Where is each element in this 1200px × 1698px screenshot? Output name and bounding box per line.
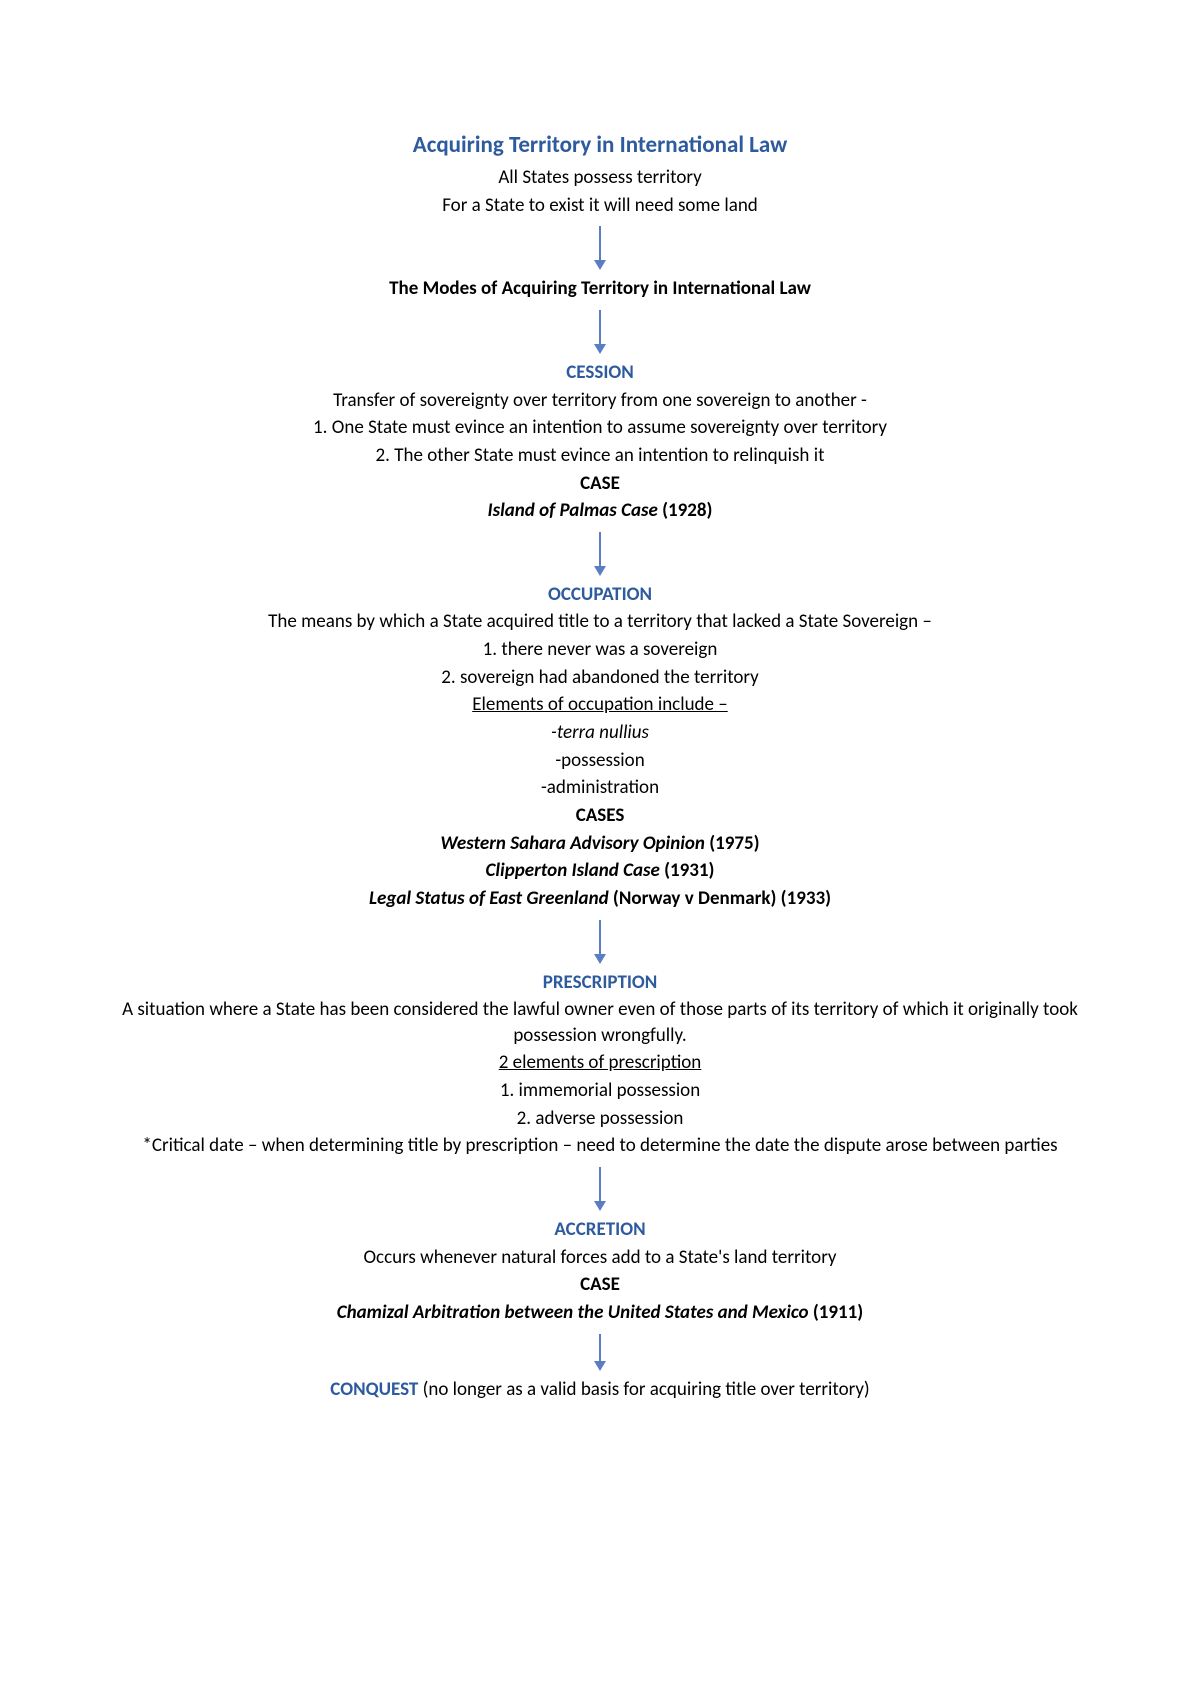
arrow-icon xyxy=(110,310,1090,352)
accretion-case-name: Chamizal Arbitration between the United … xyxy=(337,1301,809,1324)
conquest-note: (no longer as a valid basis for acquirin… xyxy=(418,1378,869,1401)
accretion-case-label: CASE xyxy=(110,1272,1090,1298)
occupation-case3: Legal Status of East Greenland (Norway v… xyxy=(110,886,1090,912)
occupation-elements-heading: Elements of occupation include – xyxy=(110,692,1090,718)
occupation-item1: 1. there never was a sovereign xyxy=(110,637,1090,663)
arrow-icon xyxy=(110,226,1090,268)
intro-line2: For a State to exist it will need some l… xyxy=(110,193,1090,219)
occupation-case1-name: Western Sahara Advisory Opinion xyxy=(440,832,705,855)
prescription-heading: PRESCRIPTION xyxy=(110,970,1090,996)
prescription-description: A situation where a State has been consi… xyxy=(110,997,1090,1048)
occupation-case2: Clipperton Island Case (1931) xyxy=(110,858,1090,884)
occupation-cases-label: CASES xyxy=(110,803,1090,829)
cession-item2: 2. The other State must evince an intent… xyxy=(110,443,1090,469)
occupation-case1-year: (1975) xyxy=(705,832,760,855)
prescription-note: *Critical date – when determining title … xyxy=(110,1133,1090,1159)
arrow-icon xyxy=(110,1334,1090,1369)
occupation-case3-name: Legal Status of East Greenland xyxy=(369,887,609,910)
occupation-case1: Western Sahara Advisory Opinion (1975) xyxy=(110,831,1090,857)
occupation-case3-year: (Norway v Denmark) (1933) xyxy=(609,887,831,910)
prescription-item1: 1. immemorial possession xyxy=(110,1078,1090,1104)
flowchart-container: Acquiring Territory in International Law… xyxy=(110,130,1090,1402)
cession-case-label: CASE xyxy=(110,471,1090,497)
occupation-element2: -possession xyxy=(110,748,1090,774)
prescription-elements-heading: 2 elements of prescription xyxy=(110,1050,1090,1076)
occupation-case2-name: Clipperton Island Case xyxy=(486,859,660,882)
occupation-case2-year: (1931) xyxy=(660,859,715,882)
main-title: Acquiring Territory in International Law xyxy=(110,130,1090,161)
conquest-line: CONQUEST (no longer as a valid basis for… xyxy=(110,1377,1090,1403)
accretion-heading: ACCRETION xyxy=(110,1217,1090,1243)
accretion-description: Occurs whenever natural forces add to a … xyxy=(110,1245,1090,1271)
arrow-icon xyxy=(110,920,1090,962)
cession-item1: 1. One State must evince an intention to… xyxy=(110,415,1090,441)
arrow-icon xyxy=(110,532,1090,574)
conquest-heading: CONQUEST xyxy=(330,1378,418,1401)
cession-description: Transfer of sovereignty over territory f… xyxy=(110,388,1090,414)
cession-case-name: Island of Palmas Case xyxy=(488,499,658,522)
occupation-element1: -terra nullius xyxy=(110,720,1090,746)
cession-heading: CESSION xyxy=(110,360,1090,386)
arrow-icon xyxy=(110,1167,1090,1209)
prescription-item2: 2. adverse possession xyxy=(110,1106,1090,1132)
accretion-case: Chamizal Arbitration between the United … xyxy=(110,1300,1090,1326)
occupation-item2: 2. sovereign had abandoned the territory xyxy=(110,665,1090,691)
occupation-heading: OCCUPATION xyxy=(110,582,1090,608)
accretion-case-year: (1911) xyxy=(809,1301,864,1324)
intro-line1: All States possess territory xyxy=(110,165,1090,191)
cession-case-year: (1928) xyxy=(658,499,713,522)
occupation-description: The means by which a State acquired titl… xyxy=(110,609,1090,635)
occupation-element3: -administration xyxy=(110,775,1090,801)
cession-case: Island of Palmas Case (1928) xyxy=(110,498,1090,524)
modes-heading: The Modes of Acquiring Territory in Inte… xyxy=(110,276,1090,302)
